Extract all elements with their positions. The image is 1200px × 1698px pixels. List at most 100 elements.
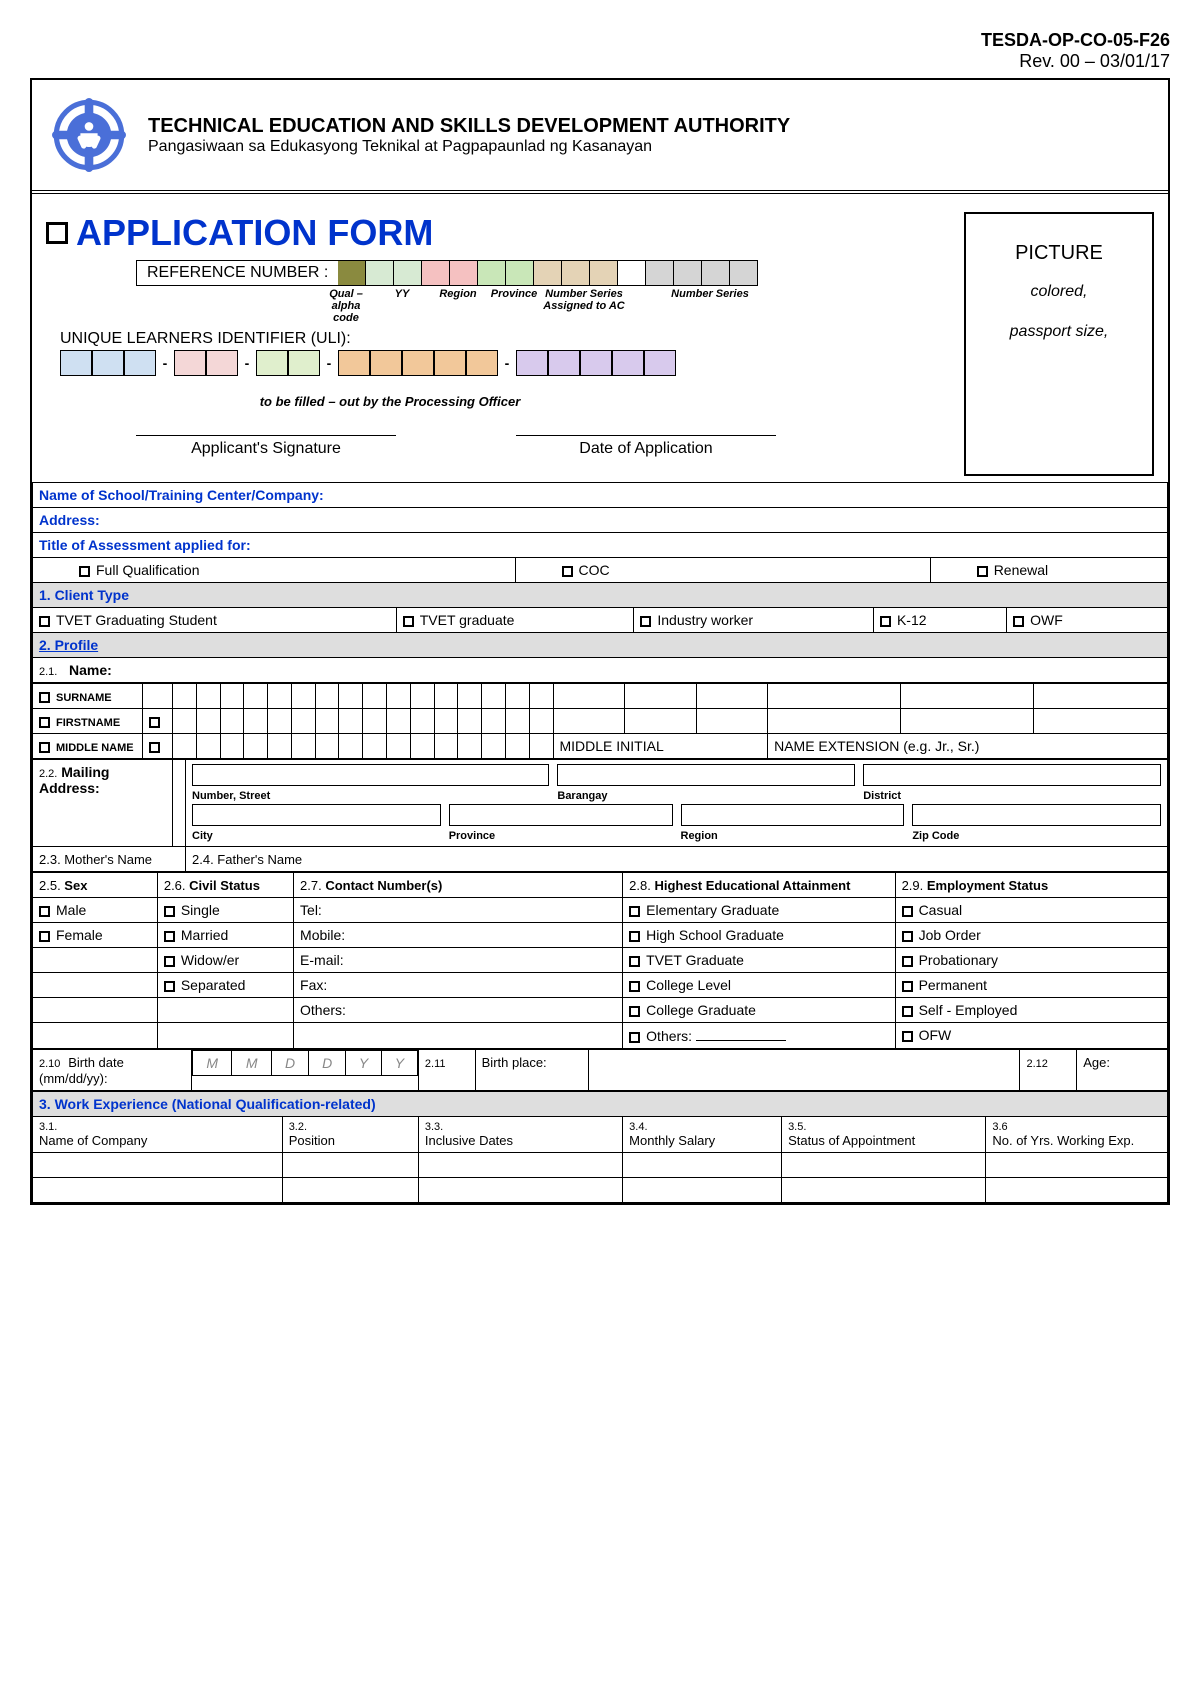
uli-cell[interactable]: [612, 350, 644, 376]
fathers-name[interactable]: 2.4. Father's Name: [186, 847, 1168, 872]
name-char-cell[interactable]: [387, 734, 411, 759]
birth-place-input[interactable]: [589, 1050, 1020, 1091]
uli-cell[interactable]: [124, 350, 156, 376]
workexp-cell[interactable]: [986, 1153, 1168, 1178]
name-char-cell[interactable]: [434, 734, 458, 759]
name-char-cell[interactable]: [625, 684, 697, 709]
name-char-cell[interactable]: [505, 734, 529, 759]
mothers-name[interactable]: 2.3. Mother's Name: [33, 847, 186, 872]
name-char-cell[interactable]: [244, 709, 268, 734]
assessment-option[interactable]: Full Qualification: [33, 558, 516, 583]
ref-cell[interactable]: [590, 260, 618, 286]
civil-option[interactable]: Widow/er: [157, 948, 293, 973]
name-char-cell[interactable]: [387, 684, 411, 709]
ref-cell[interactable]: [366, 260, 394, 286]
name-char-cell[interactable]: [268, 734, 292, 759]
uli-cell[interactable]: [174, 350, 206, 376]
education-option[interactable]: College Level: [623, 973, 895, 998]
name-char-cell[interactable]: [196, 709, 220, 734]
name-char-cell[interactable]: [458, 684, 482, 709]
uli-cell[interactable]: [402, 350, 434, 376]
workexp-cell[interactable]: [282, 1153, 418, 1178]
name-char-cell[interactable]: [529, 684, 553, 709]
contact-field[interactable]: E-mail:: [294, 948, 623, 973]
name-char-cell[interactable]: [434, 709, 458, 734]
name-char-cell[interactable]: [315, 709, 339, 734]
uli-cell[interactable]: [256, 350, 288, 376]
name-char-cell[interactable]: [268, 709, 292, 734]
name-char-cell[interactable]: [339, 734, 363, 759]
employment-option[interactable]: Job Order: [895, 923, 1167, 948]
uli-cell[interactable]: [288, 350, 320, 376]
name-char-cell[interactable]: [482, 709, 506, 734]
assessment-option[interactable]: COC: [515, 558, 930, 583]
name-char-cell[interactable]: [220, 734, 244, 759]
name-char-cell[interactable]: [339, 709, 363, 734]
contact-field[interactable]: Mobile:: [294, 923, 623, 948]
name-char-cell[interactable]: [1034, 709, 1168, 734]
uli-cell[interactable]: [548, 350, 580, 376]
birthdate-cell[interactable]: D: [309, 1051, 346, 1076]
uli-cell[interactable]: [370, 350, 402, 376]
birthdate-cell[interactable]: Y: [346, 1051, 382, 1076]
assessment-title-field[interactable]: Title of Assessment applied for:: [33, 533, 1168, 558]
name-char-cell[interactable]: [363, 684, 387, 709]
employment-option[interactable]: Casual: [895, 898, 1167, 923]
contact-field[interactable]: Fax:: [294, 973, 623, 998]
name-char-cell[interactable]: [529, 734, 553, 759]
mailing-input-row1[interactable]: Number, Street Barangay District City Pr…: [186, 760, 1168, 847]
client-type-option[interactable]: K-12: [873, 608, 1006, 633]
client-type-option[interactable]: TVET Graduating Student: [33, 608, 397, 633]
employment-option[interactable]: Self - Employed: [895, 998, 1167, 1023]
ref-cell[interactable]: [422, 260, 450, 286]
address-field[interactable]: Address:: [33, 508, 1168, 533]
workexp-cell[interactable]: [623, 1153, 782, 1178]
client-type-option[interactable]: OWF: [1007, 608, 1168, 633]
name-char-cell[interactable]: [363, 709, 387, 734]
uli-cell[interactable]: [60, 350, 92, 376]
name-char-cell[interactable]: [505, 709, 529, 734]
contact-field[interactable]: Tel:: [294, 898, 623, 923]
workexp-cell[interactable]: [282, 1178, 418, 1203]
client-type-option[interactable]: Industry worker: [634, 608, 874, 633]
client-type-option[interactable]: TVET graduate: [396, 608, 634, 633]
name-char-cell[interactable]: [244, 734, 268, 759]
workexp-cell[interactable]: [623, 1178, 782, 1203]
education-option[interactable]: High School Graduate: [623, 923, 895, 948]
birthdate-cell[interactable]: M: [192, 1051, 232, 1076]
name-char-cell[interactable]: [410, 709, 434, 734]
ref-cell[interactable]: [646, 260, 674, 286]
workexp-cell[interactable]: [33, 1178, 283, 1203]
workexp-cell[interactable]: [782, 1178, 986, 1203]
uli-cell[interactable]: [644, 350, 676, 376]
name-char-cell[interactable]: [529, 709, 553, 734]
birthdate-cell[interactable]: D: [272, 1051, 309, 1076]
ref-cell[interactable]: [450, 260, 478, 286]
name-char-cell[interactable]: [387, 709, 411, 734]
civil-option[interactable]: Separated: [157, 973, 293, 998]
workexp-cell[interactable]: [986, 1178, 1168, 1203]
name-char-cell[interactable]: [196, 734, 220, 759]
uli-cell[interactable]: [434, 350, 466, 376]
education-option[interactable]: TVET Graduate: [623, 948, 895, 973]
date-of-application[interactable]: Date of Application: [516, 435, 776, 458]
name-char-cell[interactable]: [458, 709, 482, 734]
name-char-cell[interactable]: [410, 684, 434, 709]
name-char-cell[interactable]: [268, 684, 292, 709]
name-char-cell[interactable]: [339, 684, 363, 709]
name-char-cell[interactable]: [173, 709, 197, 734]
name-char-cell[interactable]: [220, 684, 244, 709]
employment-option[interactable]: OFW: [895, 1023, 1167, 1049]
name-char-cell[interactable]: [768, 684, 901, 709]
uli-cell[interactable]: [466, 350, 498, 376]
contact-field[interactable]: Others:: [294, 998, 623, 1023]
workexp-cell[interactable]: [418, 1178, 622, 1203]
name-char-cell[interactable]: [315, 734, 339, 759]
sex-option[interactable]: Male: [33, 898, 158, 923]
name-char-cell[interactable]: [696, 684, 768, 709]
name-char-cell[interactable]: [553, 709, 625, 734]
employment-option[interactable]: Probationary: [895, 948, 1167, 973]
name-char-cell[interactable]: [410, 734, 434, 759]
applicant-signature[interactable]: Applicant's Signature: [136, 435, 396, 458]
ref-cell[interactable]: [618, 260, 646, 286]
